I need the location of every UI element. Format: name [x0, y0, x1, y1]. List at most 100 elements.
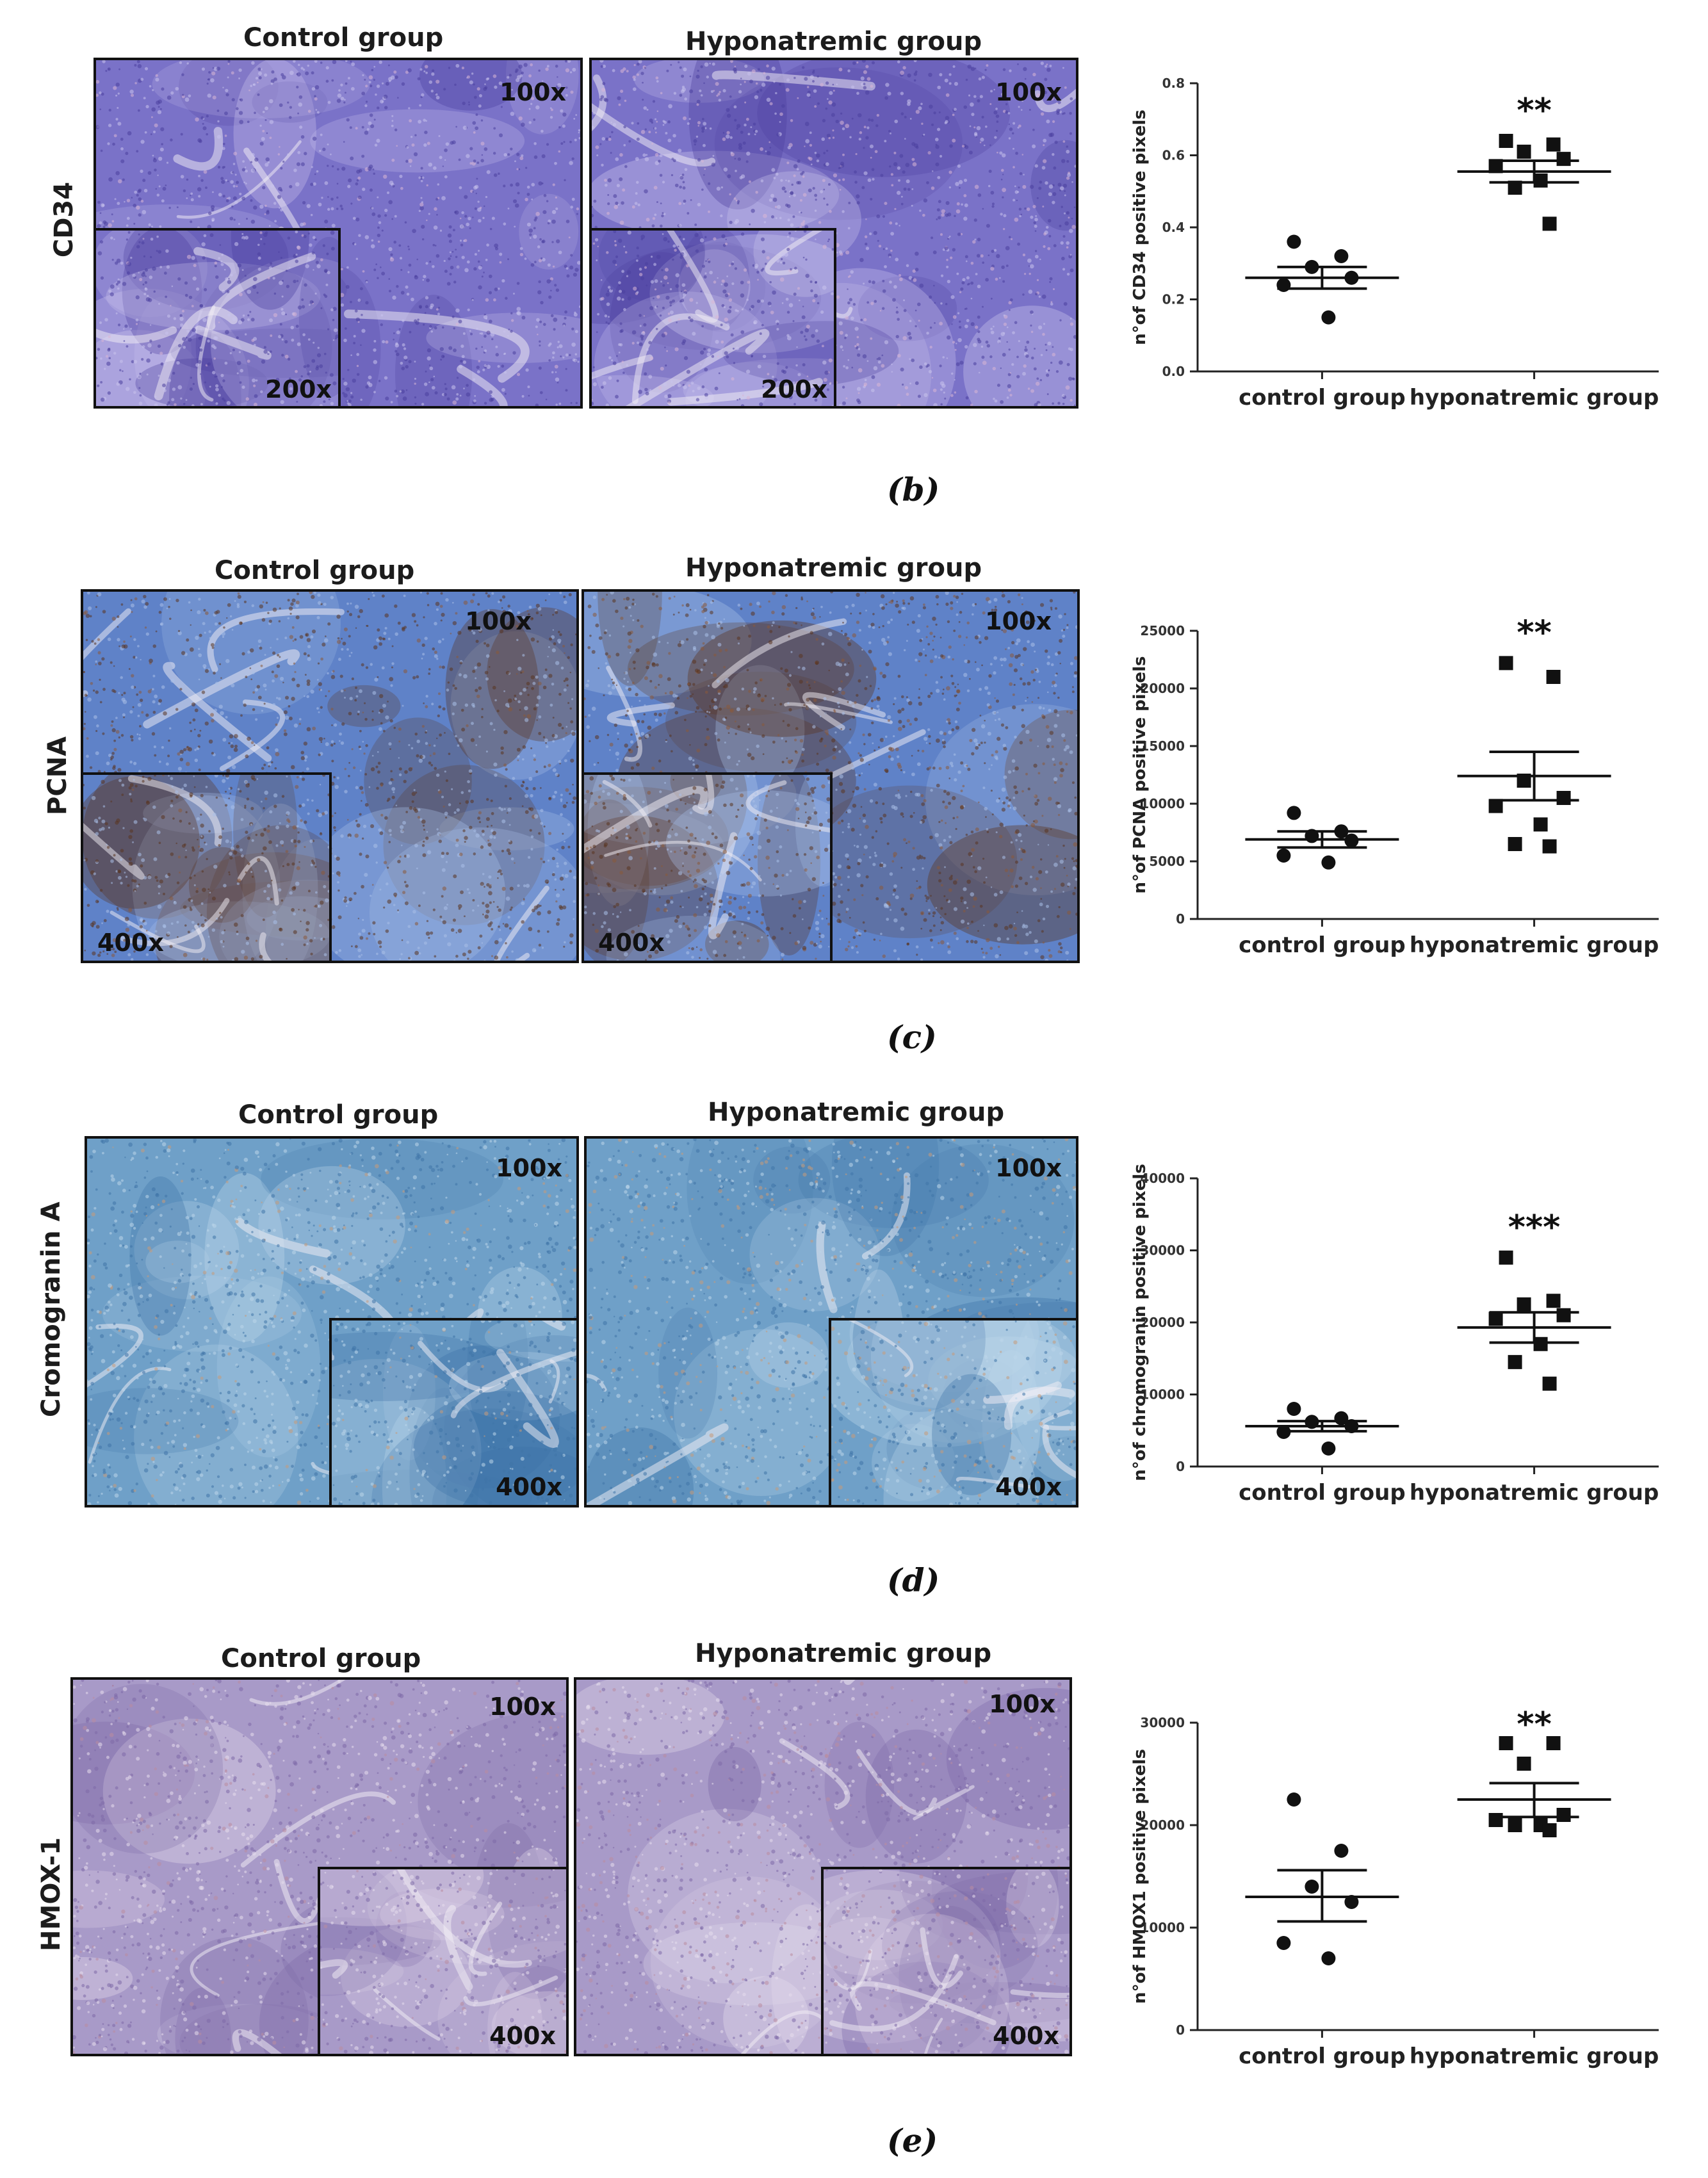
data-point — [1499, 1250, 1513, 1265]
data-point — [1542, 1376, 1557, 1391]
x-tick-label: hyponatremic group — [1410, 1480, 1659, 1506]
y-tick-label: 25000 — [1140, 623, 1185, 638]
tissue-texture — [592, 231, 834, 406]
inset-magnification-label: 200x — [761, 375, 827, 403]
data-point — [1533, 817, 1548, 832]
data-point — [1508, 1354, 1522, 1369]
x-tick-label: hyponatremic group — [1410, 385, 1659, 410]
data-point — [1276, 1936, 1291, 1950]
data-point — [1305, 1880, 1319, 1894]
y-tick-label: 10000 — [1140, 1387, 1185, 1402]
data-point — [1556, 1808, 1571, 1822]
y-axis-label: n°of CD34 positive pixels — [1130, 110, 1150, 345]
significance-marker: ** — [1517, 614, 1551, 652]
y-tick-label: 20000 — [1140, 681, 1185, 696]
data-point — [1508, 837, 1522, 851]
panel-caption: (e) — [887, 2122, 938, 2159]
y-tick-label: 40000 — [1140, 1171, 1185, 1186]
control-group-title: Control group — [215, 556, 415, 585]
scatter-chart: 0.0 0.2 0.4 0.6 0.8 n°of CD34 positive pixels… — [1130, 76, 1659, 410]
y-tick-label: 30000 — [1140, 1715, 1185, 1730]
data-point — [1488, 1813, 1503, 1827]
x-tick-label: control group — [1239, 1480, 1406, 1506]
y-tick-label: 30000 — [1140, 1243, 1185, 1258]
data-point — [1542, 1823, 1557, 1837]
tissue-texture — [96, 231, 338, 406]
hyponatremic-group-title: Hyponatremic group — [695, 1639, 992, 1668]
data-point — [1542, 839, 1557, 854]
data-point — [1533, 173, 1548, 188]
data-point — [1287, 234, 1301, 249]
significance-marker: ** — [1517, 92, 1551, 130]
data-point — [1287, 1792, 1301, 1807]
marker-label: Cromogranin A — [37, 1201, 66, 1417]
inset-magnification-label: 400x — [598, 929, 665, 957]
data-point — [1305, 829, 1319, 843]
marker-label: PCNA — [43, 736, 72, 815]
y-tick-label: 0.2 — [1162, 292, 1185, 307]
data-point — [1499, 134, 1513, 148]
control-micrograph: 100x 200x — [94, 58, 583, 409]
magnification-label: 100x — [489, 1693, 556, 1721]
data-point — [1334, 1844, 1349, 1858]
data-point — [1556, 152, 1571, 167]
data-point — [1344, 1895, 1359, 1909]
data-point — [1344, 1419, 1359, 1433]
data-point — [1546, 670, 1561, 684]
scatter-chart: 0 5000 10000 15000 20000 25000 n°of PCNA posit… — [1130, 614, 1659, 958]
tissue-texture — [320, 1869, 566, 2054]
data-point — [1334, 249, 1349, 263]
hyponatremic-inset: 200x — [592, 228, 836, 406]
magnification-label: 100x — [500, 78, 566, 106]
data-point — [1488, 799, 1503, 813]
data-point — [1517, 144, 1531, 159]
y-tick-label: 15000 — [1140, 738, 1185, 754]
data-point — [1542, 216, 1557, 231]
tissue-texture — [584, 775, 830, 961]
data-point — [1508, 181, 1522, 195]
inset-magnification-label: 400x — [993, 2022, 1059, 2050]
data-point — [1344, 270, 1359, 285]
data-point — [1334, 1411, 1349, 1426]
data-point — [1517, 1757, 1531, 1771]
hyponatremic-micrograph: 100x 200x — [589, 58, 1078, 409]
y-tick-label: 20000 — [1140, 1817, 1185, 1833]
y-axis-label: n°of PCNA positive pixels — [1130, 656, 1150, 894]
y-tick-label: 0 — [1176, 1459, 1185, 1474]
scatter-chart: 0 10000 20000 30000 n°of HMOX1 positive pixe… — [1130, 1705, 1659, 2069]
data-point — [1276, 1425, 1291, 1439]
y-tick-label: 0 — [1176, 2022, 1185, 2038]
marker-label: HMOX-1 — [37, 1837, 66, 1951]
magnification-label: 100x — [496, 1154, 562, 1182]
panel-caption: (c) — [887, 1018, 937, 1056]
data-point — [1517, 1297, 1531, 1312]
control-inset: 400x — [318, 1867, 566, 2054]
data-point — [1488, 1312, 1503, 1326]
data-point — [1321, 855, 1336, 870]
panel-caption: (d) — [887, 1561, 940, 1599]
control-inset: 400x — [329, 1318, 576, 1505]
data-point — [1305, 1415, 1319, 1429]
data-point — [1533, 1337, 1548, 1351]
control-micrograph: 100x 400x — [81, 589, 579, 963]
inset-magnification-label: 400x — [995, 1473, 1062, 1501]
data-point — [1546, 137, 1561, 152]
control-micrograph: 100x 400x — [70, 1677, 569, 2056]
marker-label: CD34 — [49, 181, 79, 258]
panel-e: Control group Hyponatremic group HMOX-1 … — [0, 1636, 1708, 2178]
plot-area: 0.0 0.2 0.4 0.6 0.8 n°of CD34 positive pixels… — [1130, 76, 1659, 410]
data-point — [1321, 1441, 1336, 1456]
data-point — [1305, 259, 1319, 274]
hyponatremic-inset: 400x — [584, 772, 833, 961]
x-tick-label: control group — [1239, 385, 1406, 410]
data-point — [1321, 1951, 1336, 1965]
data-point — [1321, 310, 1336, 325]
hyponatremic-micrograph: 100x 400x — [574, 1677, 1072, 2056]
y-tick-label: 0.4 — [1162, 220, 1185, 235]
control-group-title: Control group — [221, 1644, 421, 1673]
inset-magnification-label: 200x — [265, 375, 332, 403]
magnification-label: 100x — [995, 1154, 1062, 1182]
data-point — [1276, 849, 1291, 863]
data-point — [1488, 159, 1503, 174]
data-point — [1287, 806, 1301, 820]
